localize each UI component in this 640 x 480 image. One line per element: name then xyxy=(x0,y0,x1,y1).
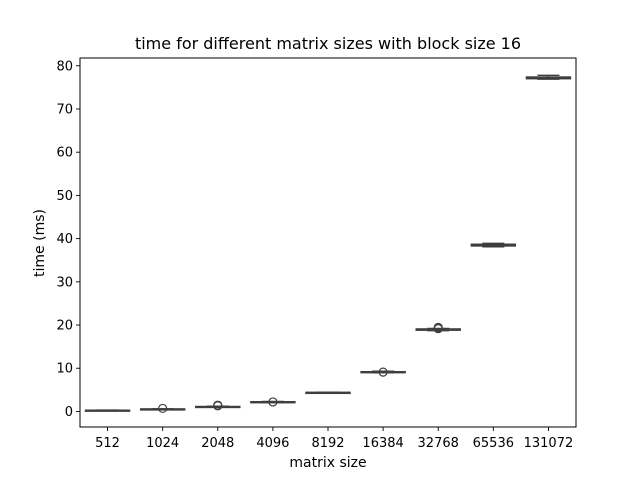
outlier-point xyxy=(158,403,168,414)
chart-title: time for different matrix sizes with blo… xyxy=(135,34,521,53)
x-tick-label: 4096 xyxy=(256,436,289,451)
outlier-point xyxy=(378,367,388,377)
y-tick-label: 70 xyxy=(56,102,73,117)
outlier-point xyxy=(433,324,443,334)
x-tick-label: 16384 xyxy=(362,436,403,451)
y-tick-label: 20 xyxy=(56,319,73,334)
x-axis-label: matrix size xyxy=(289,455,366,471)
x-tick-label: 32768 xyxy=(418,436,459,451)
x-tick-label: 65536 xyxy=(473,436,514,451)
y-tick-label: 60 xyxy=(56,146,73,161)
y-tick-label: 0 xyxy=(65,405,73,420)
y-tick-label: 10 xyxy=(56,362,73,377)
outlier-point xyxy=(268,397,278,407)
plot-area: 0 10 20 30 40 50 60 70 80 512 1024 2048 4096 8192 1638… xyxy=(56,57,577,451)
x-tick-label: 2048 xyxy=(201,436,234,451)
x-tick-label: 131072 xyxy=(524,436,574,451)
y-tick-label: 40 xyxy=(56,232,73,247)
plot-frame xyxy=(79,57,577,428)
y-tick-label: 80 xyxy=(56,59,73,74)
y-tick-label: 30 xyxy=(56,275,73,290)
y-tick-label: 50 xyxy=(56,189,73,204)
outlier-point xyxy=(213,400,223,410)
y-axis-label: time (ms) xyxy=(32,209,48,277)
x-tick-label: 512 xyxy=(95,436,120,451)
x-tick-label: 1024 xyxy=(146,436,179,451)
x-tick-label: 8192 xyxy=(311,436,344,451)
